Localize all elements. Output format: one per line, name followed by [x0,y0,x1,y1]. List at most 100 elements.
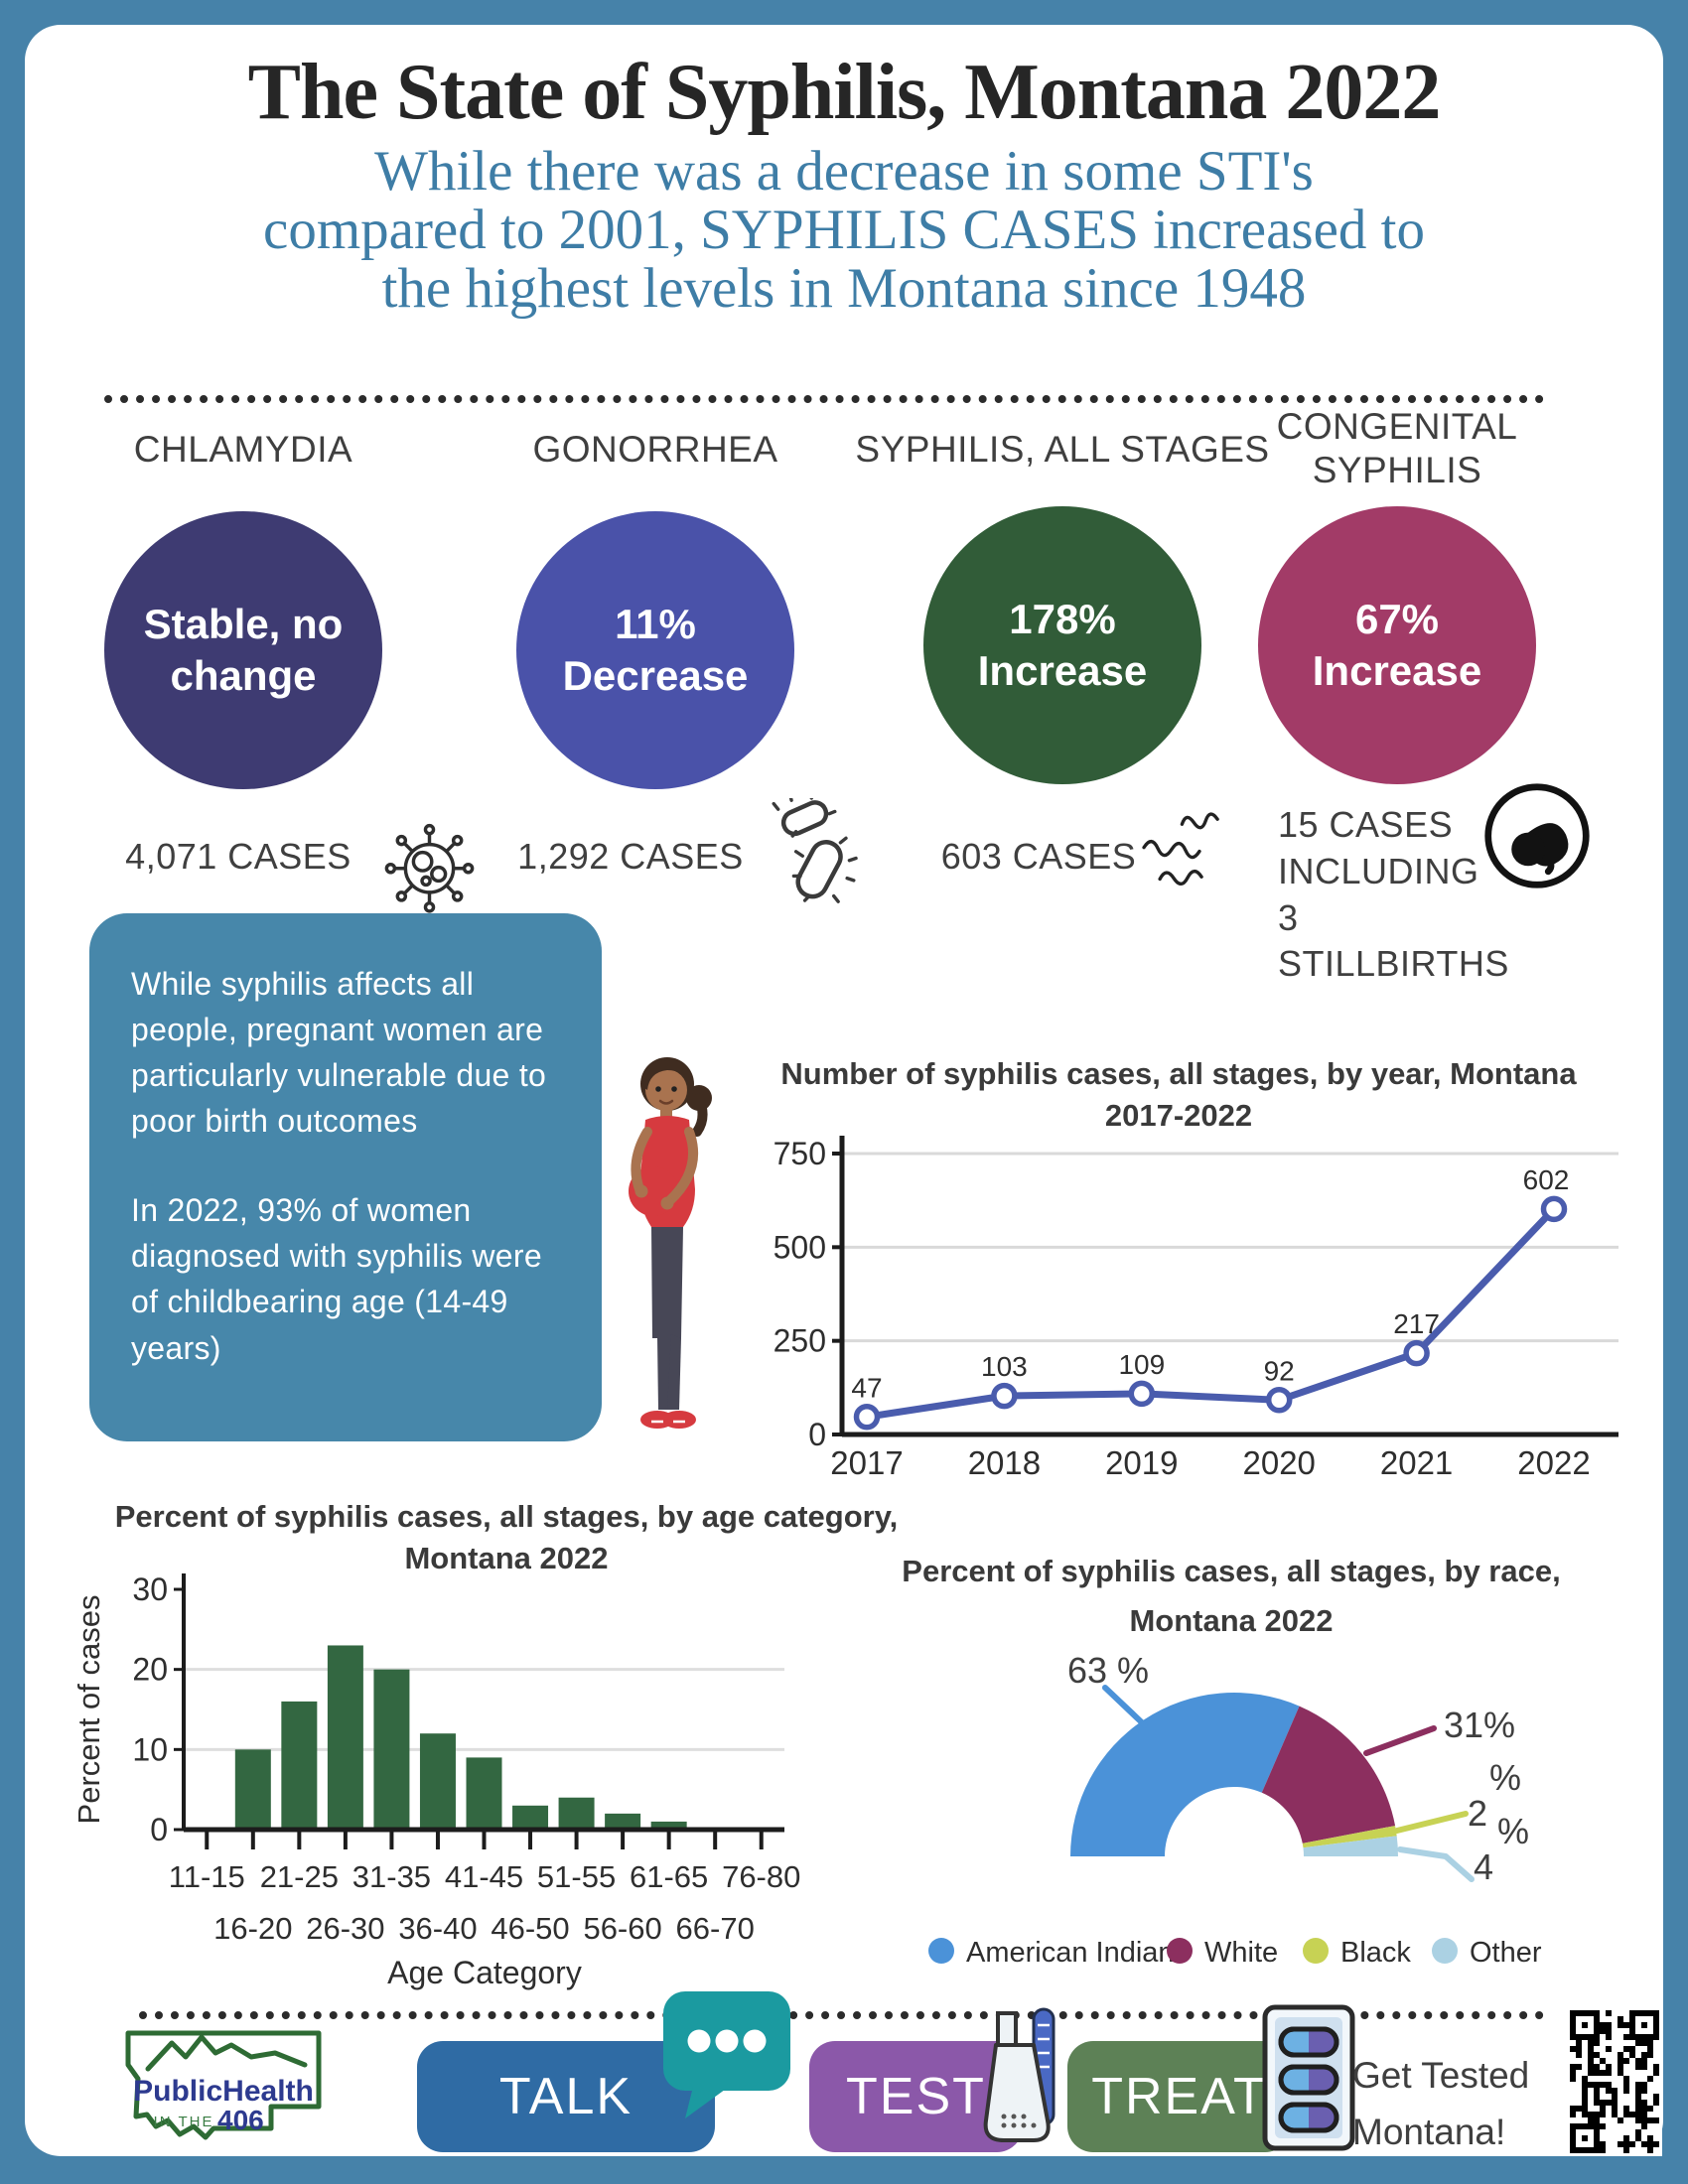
page-subtitle: While there was a decrease in some STI's… [0,141,1688,317]
svg-text:66-70: 66-70 [676,1911,755,1946]
svg-text:30: 30 [132,1571,168,1607]
public-health-406-logo: PublicHealth IN THE 406 [125,2030,322,2140]
cta-line-1: Get Tested [1352,2055,1530,2096]
congenital-cases: 15 CASES INCLUDING 3 STILLBIRTHS [1278,804,1509,985]
svg-text:Percent of cases: Percent of cases [71,1595,106,1825]
svg-text:602: 602 [1523,1164,1570,1195]
speech-bubble-icon [663,1991,790,2118]
svg-text:2: 2 [1468,1793,1487,1834]
chlamydia-cases: 4,071 CASES [125,836,352,877]
subtitle-line-2: compared to 2001, SYPHILIS CASES increas… [263,199,1425,261]
svg-text:31%: 31% [1444,1705,1515,1745]
svg-text:2018: 2018 [968,1444,1041,1481]
svg-text:103: 103 [981,1351,1028,1382]
svg-text:11-15: 11-15 [169,1859,245,1894]
top-divider [104,395,1544,403]
svg-text:4: 4 [1474,1846,1493,1887]
bacteria-icon [772,798,858,903]
svg-text:0: 0 [150,1812,168,1847]
svg-text:Percent of syphilis cases, all: Percent of syphilis cases, all stages, b… [115,1499,899,1534]
svg-text:Montana 2022: Montana 2022 [1129,1603,1333,1638]
stat-heading-syphilis: SYPHILIS, ALL STAGES [855,429,1270,470]
logo-tagline-number: 406 [217,2105,264,2135]
stat-heading-congenital: CONGENITAL SYPHILIS [1276,406,1518,491]
pregnancy-callout-box: While syphilis affects all people, pregn… [89,913,602,1441]
svg-text:63 %: 63 % [1067,1650,1149,1691]
svg-text:2017-2022: 2017-2022 [1105,1098,1252,1133]
svg-text:92: 92 [1264,1355,1295,1386]
svg-text:Black: Black [1340,1937,1411,1969]
qr-code [1567,2007,1662,2156]
svg-text:217: 217 [1393,1308,1440,1339]
syphilis-by-year-line-chart: Number of syphilis cases, all stages, by… [774,1056,1618,1481]
gonorrhea-circle: 11% Decrease [516,511,794,789]
stat-heading-gonorrhea: GONORRHEA [532,429,778,470]
svg-text:2022: 2022 [1517,1444,1590,1481]
treat-button[interactable]: TREAT [1067,2041,1291,2152]
stat-heading-chlamydia: CHLAMYDIA [133,429,353,470]
svg-text:36-40: 36-40 [398,1911,477,1946]
pill-pack-icon [1262,2004,1355,2151]
spirochete-icon [1142,812,1219,887]
gonorrhea-change-line-2: Decrease [562,652,749,699]
svg-text:%: % [1489,1757,1521,1798]
svg-text:2020: 2020 [1242,1444,1315,1481]
pregnant-woman-illustration [629,1057,712,1429]
svg-text:21-25: 21-25 [260,1859,339,1894]
get-tested-cta: Get Tested Montana! [1352,2047,1561,2161]
svg-text:26-30: 26-30 [306,1911,384,1946]
chlamydia-circle: Stable, no change [104,511,382,789]
svg-text:76-80: 76-80 [722,1859,800,1894]
syphilis-by-race-donut-chart: Percent of syphilis cases, all stages, b… [902,1554,1560,1969]
svg-text:American Indian: American Indian [966,1937,1175,1969]
gonorrhea-cases: 1,292 CASES [517,836,744,877]
svg-text:%: % [1497,1811,1529,1851]
logo-tagline-prefix: IN THE [154,2114,214,2130]
svg-text:0: 0 [808,1417,826,1452]
subtitle-line-3: the highest levels in Montana since 1948 [381,257,1307,320]
callout-paragraph-2: In 2022, 93% of women diagnosed with syp… [131,1192,542,1366]
congenital-circle: 67% Increase [1258,506,1536,784]
svg-text:47: 47 [851,1372,882,1403]
congenital-change-line-2: Increase [1312,647,1482,694]
flask-icon [983,2007,1055,2142]
svg-text:Other: Other [1470,1937,1542,1969]
syphilis-change-line-1: 178% [1009,595,1116,642]
logo-brand-text: PublicHealth [133,2075,314,2108]
svg-text:500: 500 [774,1229,826,1265]
svg-text:2019: 2019 [1105,1444,1178,1481]
svg-text:46-50: 46-50 [491,1911,569,1946]
syphilis-circle: 178% Increase [923,506,1201,784]
svg-text:31-35: 31-35 [352,1859,431,1894]
fetus-icon [1484,783,1590,888]
svg-text:750: 750 [774,1136,826,1171]
chlamydia-change-line-2: change [170,652,317,699]
svg-text:Age Category: Age Category [387,1955,582,1990]
syphilis-change-line-2: Increase [977,647,1148,694]
svg-text:Montana 2022: Montana 2022 [404,1541,608,1575]
svg-text:20: 20 [132,1652,168,1688]
svg-text:61-65: 61-65 [630,1859,708,1894]
syphilis-by-age-bar-chart: Percent of syphilis cases, all stages, b… [71,1499,899,1990]
callout-paragraph-1: While syphilis affects all people, pregn… [131,966,547,1140]
subtitle-line-1: While there was a decrease in some STI's [374,140,1314,203]
svg-text:41-45: 41-45 [445,1859,523,1894]
svg-text:109: 109 [1118,1349,1165,1380]
svg-text:10: 10 [132,1731,168,1767]
gonorrhea-change-line-1: 11% [615,600,696,647]
bottom-divider [139,2011,1544,2019]
chlamydia-change-line-1: Stable, no [143,600,344,647]
svg-text:White: White [1204,1937,1278,1969]
svg-text:Percent of syphilis cases, all: Percent of syphilis cases, all stages, b… [902,1554,1560,1588]
svg-text:51-55: 51-55 [537,1859,616,1894]
svg-text:2021: 2021 [1380,1444,1453,1481]
svg-text:2017: 2017 [830,1444,903,1481]
cta-line-2: Montana! [1352,2112,1506,2153]
congenital-change-line-1: 67% [1354,595,1440,642]
svg-text:56-60: 56-60 [583,1911,661,1946]
page-title: The State of Syphilis, Montana 2022 [247,49,1442,136]
svg-text:250: 250 [774,1323,826,1359]
svg-text:16-20: 16-20 [213,1911,292,1946]
svg-text:Number of syphilis cases, all: Number of syphilis cases, all stages, by… [780,1056,1577,1091]
